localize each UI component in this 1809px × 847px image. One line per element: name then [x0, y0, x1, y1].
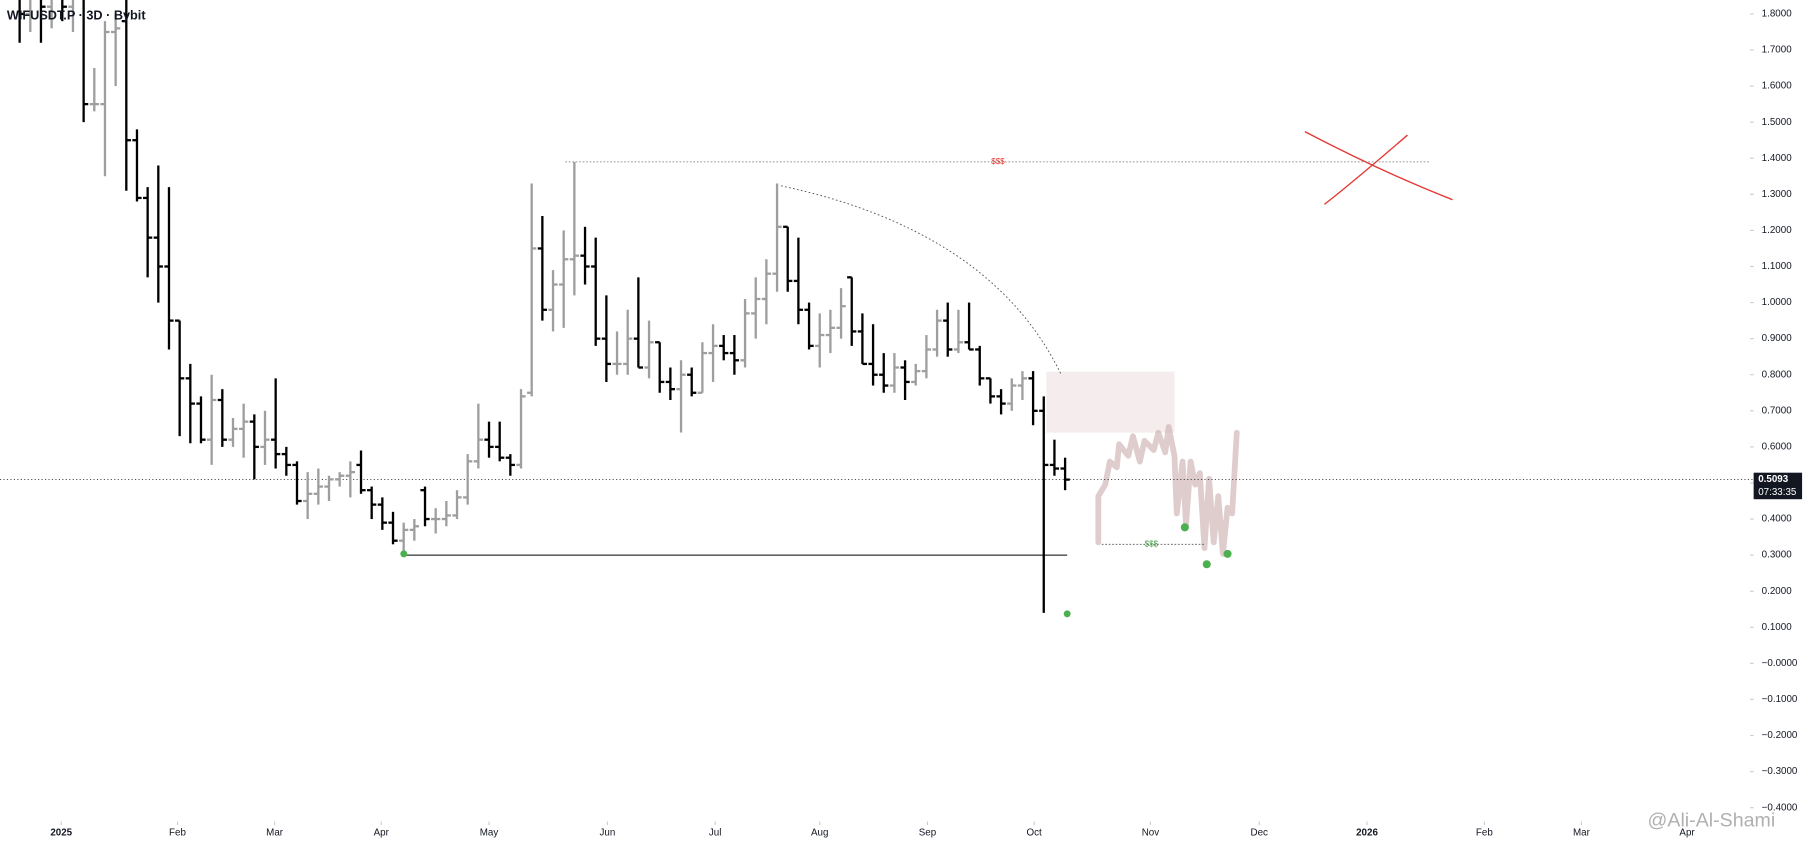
y-tick-label: 1.0000 [1762, 297, 1793, 308]
x-tick-label: Apr [374, 828, 390, 839]
y-tick-label: 1.5000 [1762, 117, 1793, 128]
annotation: $$$ [991, 157, 1005, 166]
x-tick-label: Sep [919, 828, 937, 839]
x-tick-label: Jun [600, 828, 616, 839]
dot [1223, 549, 1232, 558]
x-tick-label: 2026 [1356, 828, 1378, 839]
y-tick-label: −0.1000 [1762, 694, 1798, 705]
y-tick-label: 0.7000 [1762, 405, 1793, 416]
y-tick-label: 1.3000 [1762, 189, 1793, 200]
y-tick-label: 0.1000 [1762, 622, 1793, 633]
x-tick-label: Jul [709, 828, 722, 839]
x-tick-label: Aug [811, 828, 828, 839]
annotation: $$$ [1145, 539, 1159, 548]
x-tick-label: Mar [1573, 828, 1591, 839]
x-tick-label: 2025 [50, 828, 72, 839]
y-tick-label: 0.3000 [1762, 550, 1793, 561]
watermark: @Ali-Al-Shami [1647, 810, 1775, 832]
y-tick-label: −0.2000 [1762, 730, 1798, 741]
y-tick-label: 0.9000 [1762, 333, 1793, 344]
chart-title: WIFUSDT.P · 3D · Bybit [7, 9, 146, 23]
projection [1095, 424, 1240, 557]
x-tick-label: Feb [1476, 828, 1493, 839]
y-tick-label: −0.4000 [1762, 802, 1798, 813]
y-tick-label: 1.7000 [1762, 45, 1793, 56]
x-tick-label: Mar [266, 828, 284, 839]
price-box [1753, 472, 1803, 500]
y-tick-label: 1.1000 [1762, 261, 1793, 272]
y-tick-label: 0.4000 [1762, 514, 1793, 525]
countdown: 07:33:35 [1758, 487, 1797, 498]
y-tick-label: 1.2000 [1762, 225, 1793, 236]
x-tick-label: Dec [1251, 828, 1269, 839]
dot [1202, 560, 1211, 569]
zone-box [1046, 371, 1175, 433]
y-tick-label: 1.4000 [1762, 153, 1793, 164]
cross [1304, 131, 1453, 205]
y-tick-label: 0.6000 [1762, 441, 1793, 452]
arc [780, 185, 1062, 376]
dot [400, 550, 408, 558]
y-tick-label: 1.6000 [1762, 81, 1793, 92]
y-tick-label: 0.8000 [1762, 369, 1793, 380]
x-tick-label: Apr [1679, 828, 1695, 839]
x-tick-label: Nov [1142, 828, 1160, 839]
x-tick-label: Oct [1027, 828, 1043, 839]
y-tick-label: 0.2000 [1762, 586, 1793, 597]
dot [1180, 523, 1189, 532]
x-tick-label: May [480, 828, 499, 839]
dot [1063, 610, 1071, 618]
x-tick-label: Feb [169, 828, 186, 839]
y-tick-label: −0.0000 [1762, 658, 1798, 669]
y-tick-label: 1.8000 [1762, 9, 1793, 20]
y-tick-label: −0.3000 [1762, 766, 1798, 777]
price-label: 0.5093 [1758, 474, 1789, 485]
